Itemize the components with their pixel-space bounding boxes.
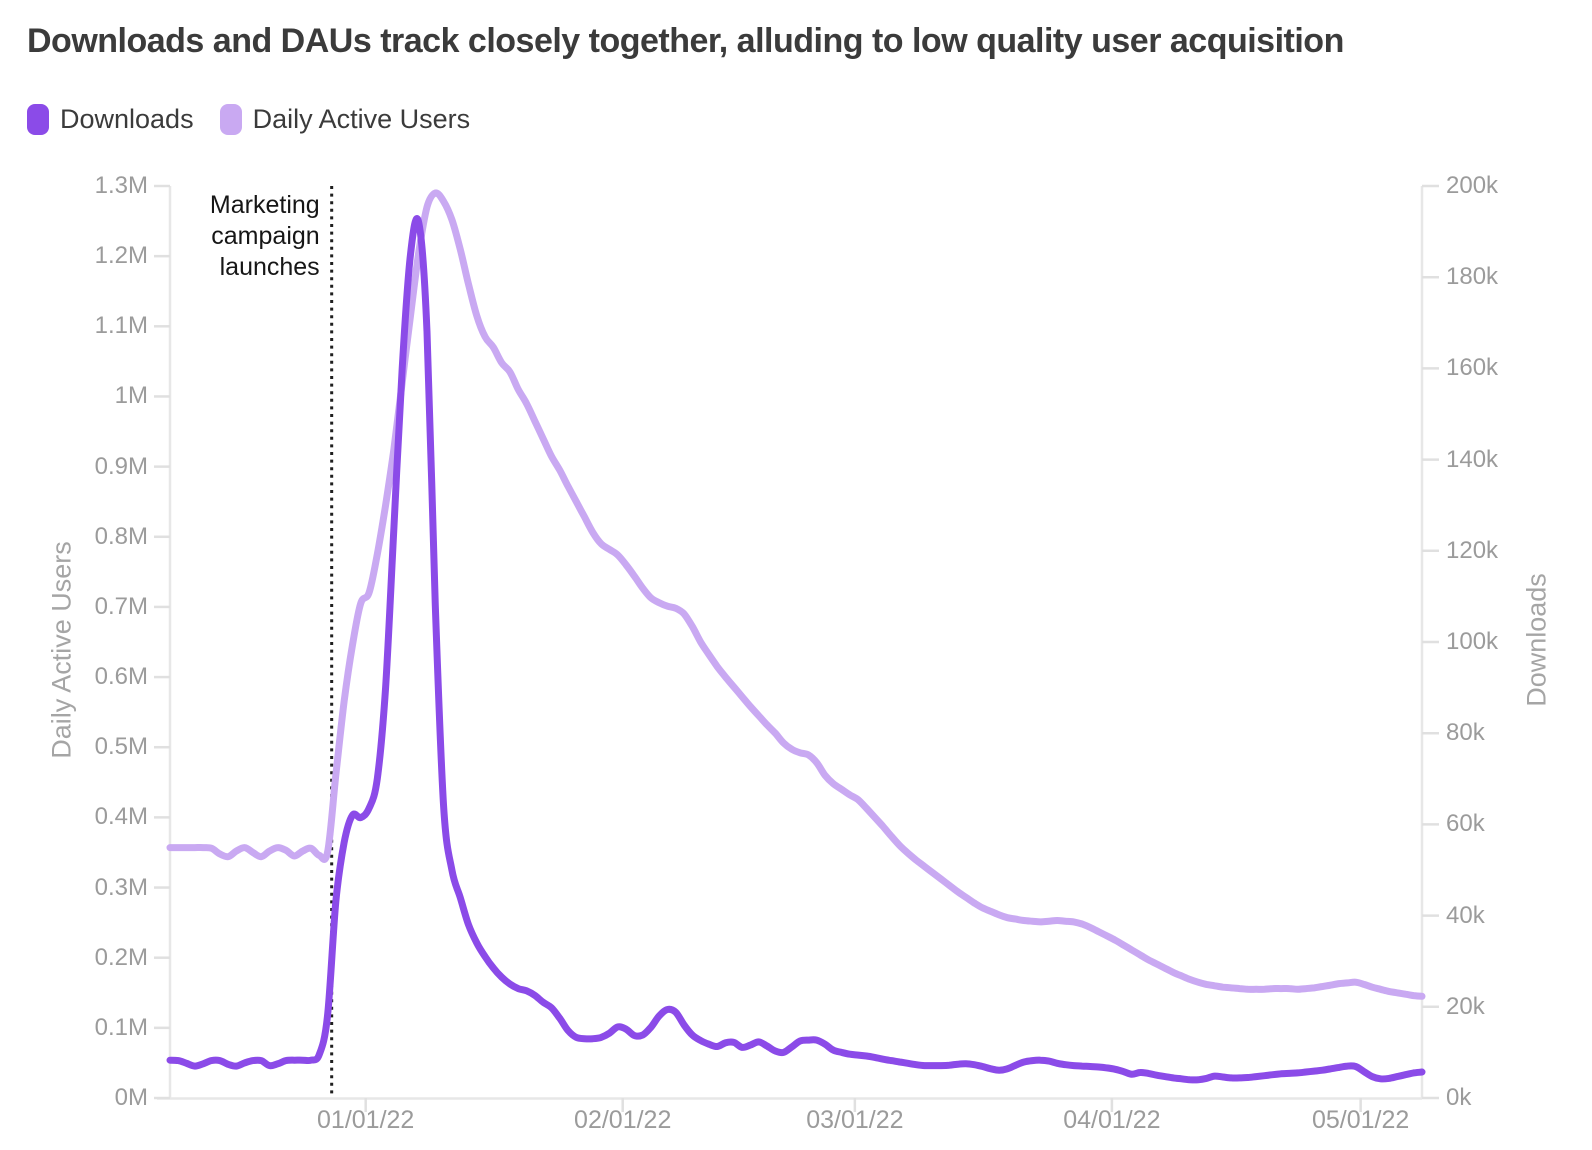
y-tick-label-right: 100k bbox=[1446, 628, 1499, 655]
legend-label-downloads: Downloads bbox=[60, 104, 194, 134]
legend-item-dau: Daily Active Users bbox=[219, 104, 471, 135]
y-tick-label-right: 60k bbox=[1446, 810, 1485, 838]
y-tick-label-left: 0.4M bbox=[94, 803, 148, 831]
y-tick-label-right: 80k bbox=[1446, 719, 1485, 747]
chart-title: Downloads and DAUs track closely togethe… bbox=[27, 22, 1344, 60]
y-tick-label-right: 120k bbox=[1446, 536, 1499, 564]
y-tick-label-right: 200k bbox=[1446, 172, 1499, 199]
x-tick-label: 05/01/22 bbox=[1311, 1106, 1410, 1134]
y-axis-label-left: Daily Active Users bbox=[46, 541, 77, 759]
y-tick-label-left: 0.8M bbox=[94, 522, 148, 550]
y-tick-label-right: 40k bbox=[1446, 901, 1485, 929]
y-tick-label-left: 0.7M bbox=[94, 592, 148, 620]
legend: Downloads Daily Active Users bbox=[27, 104, 470, 135]
y-tick-label-left: 1.2M bbox=[94, 242, 148, 270]
y-tick-label-right: 0k bbox=[1446, 1084, 1472, 1111]
y-axis-label-right: Downloads bbox=[1521, 573, 1552, 707]
x-tick-label: 01/01/22 bbox=[317, 1106, 415, 1134]
downloads-line bbox=[166, 215, 1426, 1084]
x-tick-label: 04/01/22 bbox=[1063, 1106, 1161, 1134]
x-tick-label: 03/01/22 bbox=[806, 1106, 904, 1134]
y-tick-label-left: 1.1M bbox=[94, 312, 148, 340]
legend-label-dau: Daily Active Users bbox=[252, 104, 471, 134]
y-tick-label-left: 1.3M bbox=[94, 172, 148, 199]
y-tick-label-right: 180k bbox=[1446, 263, 1499, 291]
x-tick-label: 02/01/22 bbox=[574, 1106, 672, 1134]
legend-swatch-dau bbox=[219, 104, 242, 135]
legend-swatch-downloads bbox=[27, 104, 49, 135]
legend-item-downloads: Downloads bbox=[27, 104, 194, 135]
y-tick-label-left: 0.9M bbox=[94, 452, 148, 480]
y-tick-label-left: 0.5M bbox=[94, 733, 148, 761]
y-tick-label-right: 140k bbox=[1446, 445, 1499, 473]
annotation-text: Marketing campaign launches bbox=[209, 191, 320, 281]
y-tick-label-left: 0.6M bbox=[94, 663, 148, 691]
y-tick-label-left: 0.2M bbox=[94, 943, 148, 971]
y-tick-label-left: 1M bbox=[114, 382, 148, 410]
dau-line bbox=[166, 189, 1426, 1000]
y-tick-label-left: 0.3M bbox=[94, 873, 148, 901]
y-tick-label-left: 0.1M bbox=[94, 1013, 148, 1041]
y-tick-label-right: 20k bbox=[1446, 992, 1485, 1020]
y-tick-label-left: 0M bbox=[114, 1084, 148, 1111]
y-tick-label-right: 160k bbox=[1446, 354, 1499, 382]
